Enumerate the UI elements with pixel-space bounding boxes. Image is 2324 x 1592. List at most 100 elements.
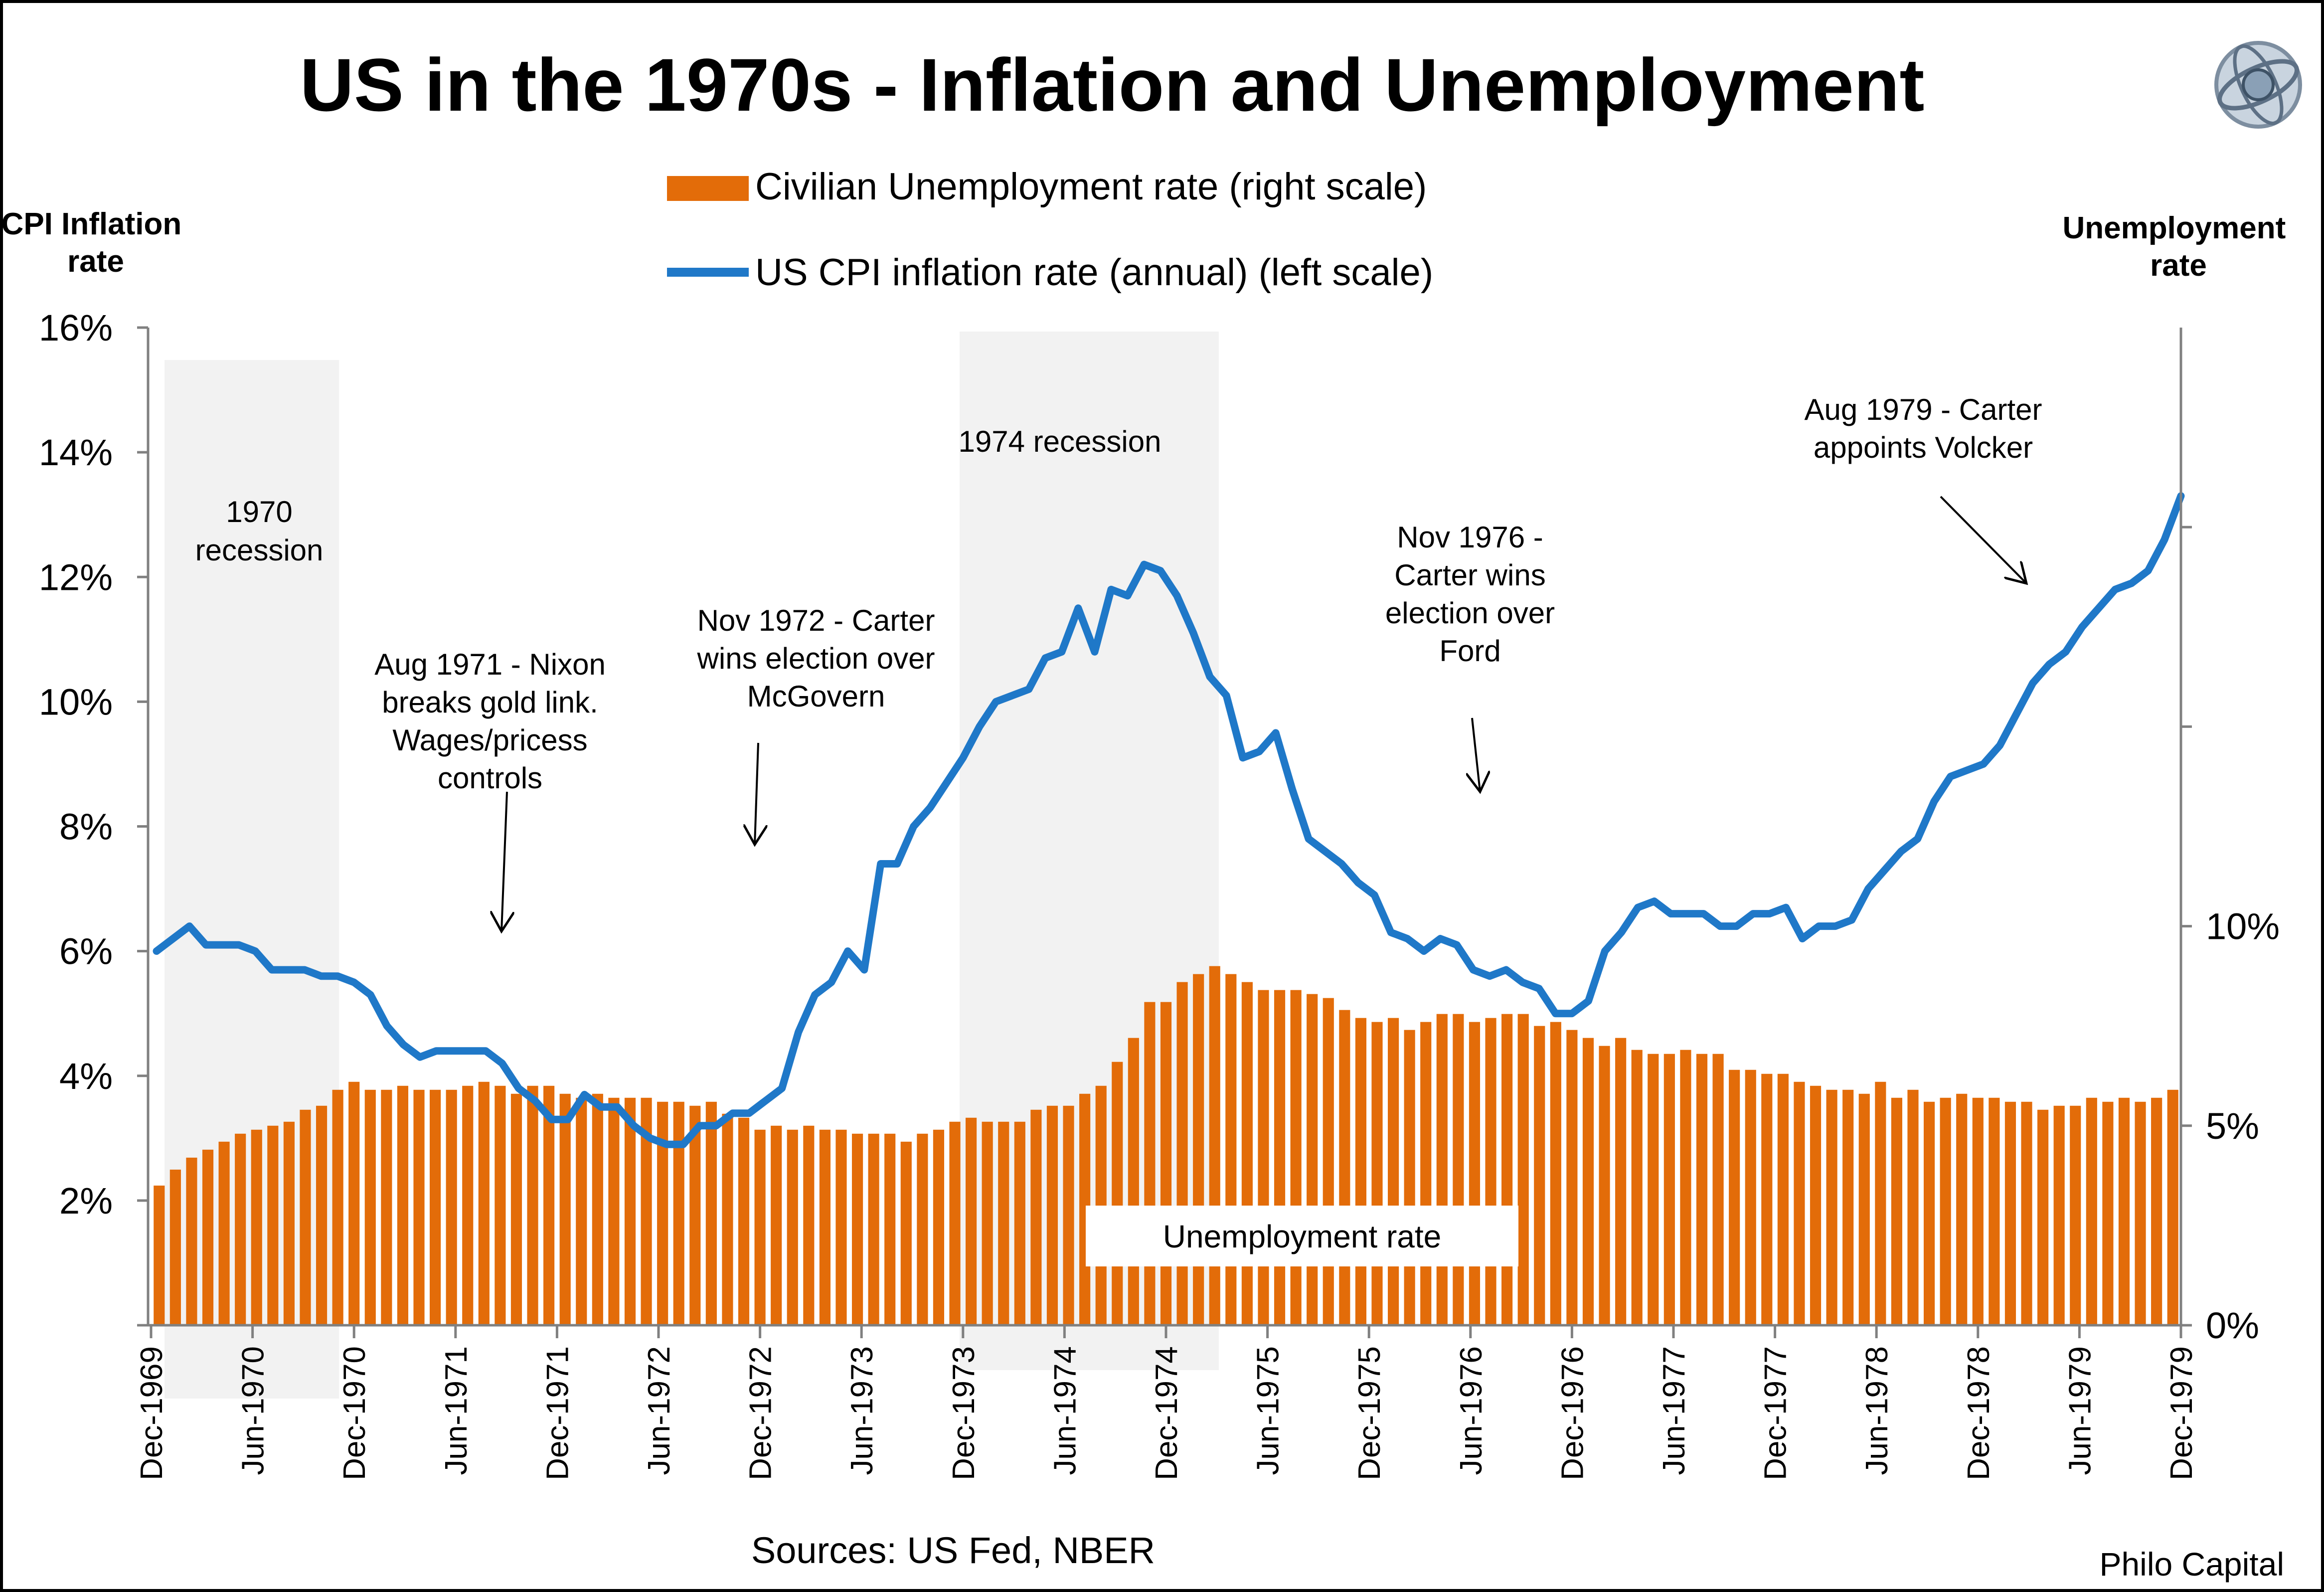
x-tick-label: Jun-1974 bbox=[1048, 1346, 1082, 1475]
x-tick-label: Dec-1970 bbox=[337, 1346, 372, 1480]
unemployment-bar bbox=[1323, 998, 1334, 1325]
unemployment-bar bbox=[738, 1117, 750, 1325]
unemployment-bar bbox=[1631, 1050, 1643, 1325]
unemployment-bar bbox=[1680, 1050, 1691, 1325]
x-tick-label: Jun-1978 bbox=[1860, 1346, 1894, 1475]
x-tick-label: Dec-1979 bbox=[2164, 1346, 2199, 1480]
unemployment-bar bbox=[1241, 982, 1253, 1325]
unemployment-bar bbox=[1663, 1054, 1675, 1325]
unemployment-bar bbox=[413, 1089, 425, 1325]
unemployment-bar bbox=[1063, 1105, 1074, 1325]
unemployment-bar bbox=[966, 1117, 977, 1325]
unemployment-bar bbox=[1225, 974, 1237, 1325]
source-note: Sources: US Fed, NBER bbox=[751, 1530, 1155, 1571]
left-axis-title-line-2: rate bbox=[67, 244, 124, 279]
unemployment-bar bbox=[754, 1129, 766, 1325]
unemployment-bar bbox=[1940, 1097, 1951, 1325]
unemployment-bar bbox=[1891, 1097, 1902, 1325]
annotation-line: Ford bbox=[1439, 634, 1500, 668]
annotations: 1970 recession 1974 recession Aug 1971 - Ni… bbox=[195, 393, 2042, 931]
unemployment-bar bbox=[803, 1125, 815, 1325]
x-tick-label: Jun-1979 bbox=[2063, 1346, 2097, 1475]
unemployment-bar bbox=[251, 1129, 262, 1325]
unemployment-bar bbox=[1923, 1101, 1935, 1325]
unemployment-bar bbox=[1387, 1018, 1399, 1325]
unemployment-bar bbox=[2135, 1101, 2146, 1325]
unemployment-bar bbox=[1810, 1085, 1822, 1325]
x-tick-label: Dec-1975 bbox=[1352, 1346, 1387, 1480]
unemployment-bar bbox=[1842, 1089, 1854, 1325]
x-tick-label: Dec-1977 bbox=[1759, 1346, 1793, 1480]
unemployment-bar bbox=[1761, 1073, 1773, 1325]
unemployment-bar bbox=[2037, 1109, 2049, 1325]
unemployment-bar bbox=[1339, 1010, 1350, 1325]
annotation-arrow bbox=[501, 791, 507, 931]
unemployment-bar bbox=[1274, 990, 1286, 1325]
left-tick-label: 6% bbox=[59, 931, 113, 972]
unemployment-bar bbox=[689, 1105, 701, 1325]
unemployment-bar bbox=[348, 1081, 360, 1325]
x-tick-label: Jun-1973 bbox=[845, 1346, 879, 1475]
left-axis-title-line-1: CPI Inflation bbox=[1, 207, 182, 241]
annotation-line: breaks gold link. bbox=[382, 686, 598, 719]
unemployment-bar bbox=[2053, 1105, 2065, 1325]
annotation-2: Nov 1972 - Carter wins election over McGov… bbox=[697, 604, 935, 713]
unemployment-bar bbox=[1696, 1054, 1708, 1325]
unemployment-bar bbox=[1095, 1085, 1107, 1325]
unemployment-bar bbox=[787, 1129, 798, 1325]
unemployment-bar bbox=[1729, 1069, 1740, 1325]
unemployment-bar bbox=[202, 1149, 214, 1325]
unemployment-bar bbox=[154, 1185, 165, 1325]
unemployment-bar bbox=[1534, 1026, 1545, 1325]
annotation-3: Nov 1976 - Carter wins election over Ford bbox=[1385, 521, 1555, 668]
unemployment-bar bbox=[1160, 1002, 1172, 1325]
annotation-line: Nov 1972 - Carter bbox=[697, 604, 935, 637]
annotation-line: McGovern bbox=[747, 680, 885, 713]
unemployment-bar bbox=[1485, 1018, 1496, 1325]
left-tick-label: 14% bbox=[39, 432, 113, 473]
unemployment-bar bbox=[1176, 982, 1188, 1325]
x-tick-label: Jun-1971 bbox=[439, 1346, 474, 1475]
x-tick-label: Jun-1975 bbox=[1251, 1346, 1286, 1475]
unemployment-bar bbox=[1712, 1054, 1724, 1325]
unemployment-bar bbox=[1112, 1061, 1123, 1325]
inflation-line-layer bbox=[153, 492, 2185, 1148]
unemployment-bar bbox=[2004, 1101, 2016, 1325]
globe-logo-icon bbox=[2214, 41, 2302, 129]
right-axis-title-line-1: Unemployment bbox=[2062, 211, 2286, 245]
unemployment-bar bbox=[169, 1169, 181, 1325]
unemployment-bar bbox=[1858, 1093, 1870, 1325]
annotation-arrow bbox=[1940, 496, 2026, 583]
unemployment-bar bbox=[1355, 1018, 1366, 1325]
unemployment-bar bbox=[1014, 1121, 1025, 1325]
unemployment-bar bbox=[559, 1093, 571, 1325]
unemployment-bar bbox=[1290, 990, 1302, 1325]
unemployment-bar bbox=[1469, 1022, 1481, 1325]
unemployment-bar bbox=[316, 1105, 328, 1325]
unemployment-bar bbox=[900, 1141, 912, 1325]
x-tick-label: Jun-1976 bbox=[1454, 1346, 1489, 1475]
unemployment-bar bbox=[495, 1085, 506, 1325]
left-tick-label: 4% bbox=[59, 1056, 113, 1097]
left-tick-label: 12% bbox=[39, 556, 113, 598]
unemployment-bar bbox=[381, 1089, 392, 1325]
unemployment-bar bbox=[510, 1093, 522, 1325]
unemployment-bar bbox=[1079, 1093, 1091, 1325]
annotation-line: Carter wins bbox=[1394, 558, 1545, 592]
annotation-line: wins election over bbox=[697, 642, 935, 675]
recession-label-line: 1970 bbox=[226, 495, 292, 529]
unemployment-bar bbox=[1745, 1069, 1756, 1325]
unemployment-bar bbox=[1307, 994, 1318, 1325]
annotation-arrow bbox=[1472, 717, 1480, 792]
x-tick-label: Jun-1972 bbox=[642, 1346, 676, 1475]
right-axis-title-line-2: rate bbox=[2150, 248, 2207, 283]
unemployment-bar bbox=[300, 1109, 311, 1325]
unemployment-bar bbox=[1550, 1022, 1561, 1325]
unemployment-bar bbox=[608, 1097, 620, 1325]
unemployment-bar bbox=[1972, 1097, 1984, 1325]
unemployment-bar bbox=[397, 1085, 409, 1325]
unemployment-bar bbox=[641, 1097, 652, 1325]
unemployment-bar bbox=[462, 1085, 474, 1325]
unemployment-bar bbox=[1144, 1002, 1156, 1325]
